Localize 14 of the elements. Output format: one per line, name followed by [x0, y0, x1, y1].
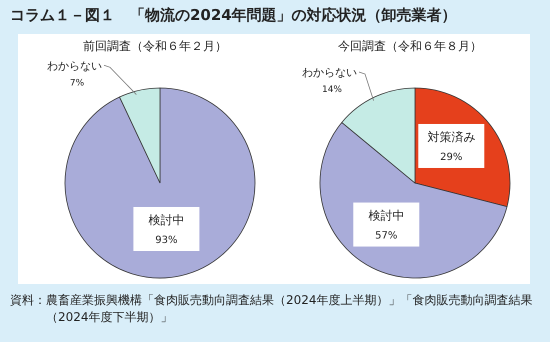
slice-label: 検討中: [368, 208, 404, 223]
slice-label: わからない: [302, 66, 357, 80]
slice-label: わからない: [47, 59, 102, 72]
chart-title: コラム１－図１ 「物流の2024年問題」の対応状況（卸売業者）: [10, 6, 457, 25]
text: 資料：農畜産業振興機構「食肉販売動向調査結果（2024年度上半期）」「食肉販売動向調査結果（2024年度下半期）」: [10, 292, 534, 326]
data-label: 29%: [440, 152, 462, 163]
slice-label: 対策済み: [427, 130, 476, 144]
data-label: 7%: [70, 78, 85, 88]
chart-subtitle: 今回調査（令和６年８月）: [337, 38, 483, 55]
data-label: 14%: [322, 85, 342, 96]
slice-label: 検討中: [148, 212, 184, 227]
chart-subtitle: 前回調査（令和６年２月）: [82, 38, 228, 55]
data-label: 93%: [155, 234, 178, 246]
data-label: 57%: [375, 230, 398, 242]
